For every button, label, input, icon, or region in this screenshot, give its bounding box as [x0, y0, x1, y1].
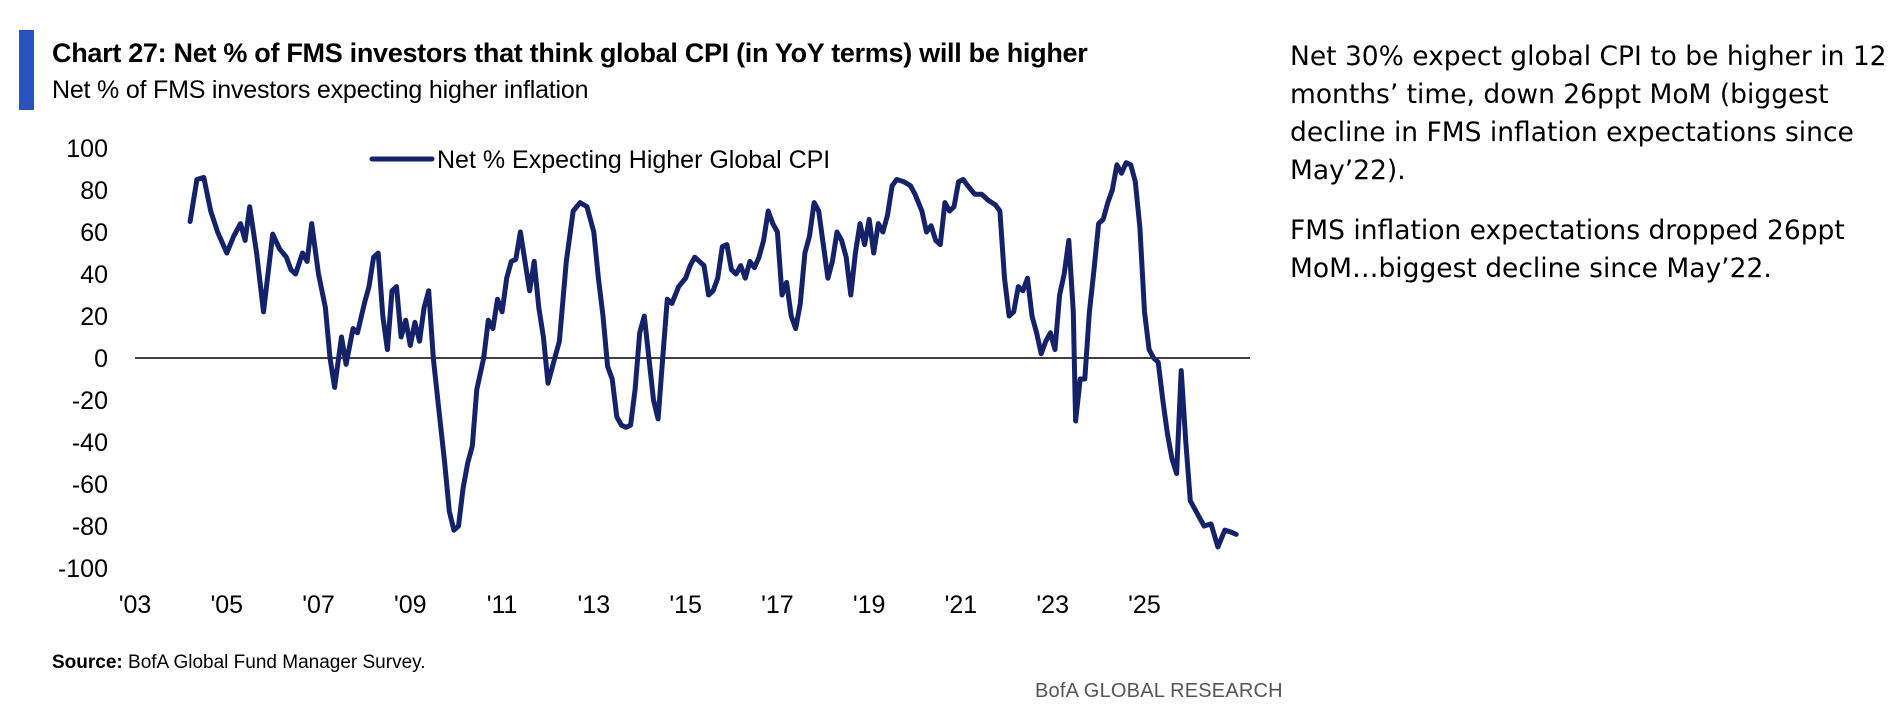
x-tick-label: '21 [945, 591, 978, 619]
x-tick-label: '23 [1036, 591, 1069, 619]
x-tick-label: '13 [578, 591, 611, 619]
series-line-0 [187, 160, 1239, 550]
x-tick-label: '11 [487, 591, 518, 619]
y-tick-label: 60 [80, 219, 108, 247]
x-tick-label: '05 [210, 591, 243, 619]
chart-title: Chart 27: Net % of FMS investors that th… [52, 38, 1088, 68]
source-note: Source: BofA Global Fund Manager Survey. [52, 652, 426, 674]
x-tick-label: '25 [1128, 591, 1161, 619]
y-tick-label: -80 [72, 513, 108, 541]
source-label: Source: [52, 652, 123, 673]
x-tick-label: '19 [853, 591, 886, 619]
y-tick-label: 100 [66, 135, 108, 163]
y-tick-label: -100 [58, 555, 108, 583]
y-tick-label: -40 [72, 429, 108, 457]
x-tick-label: '03 [119, 591, 152, 619]
side-note-1: Net 30% expect global CPI to be higher i… [1290, 41, 1887, 186]
x-tick-label: '15 [669, 591, 702, 619]
y-tick-label: 80 [80, 177, 108, 205]
y-tick-label: 40 [80, 261, 108, 289]
y-tick-label: -20 [72, 387, 108, 415]
chart-subtitle: Net % of FMS investors expecting higher … [52, 76, 589, 104]
y-tick-label: 20 [80, 303, 108, 331]
side-commentary: Net 30% expect global CPI to be higher i… [1290, 38, 1890, 310]
x-tick-label: '07 [302, 591, 335, 619]
accent-bar [19, 30, 34, 110]
side-note-2: FMS inflation expectations dropped 26ppt… [1290, 215, 1845, 284]
x-tick-label: '17 [761, 591, 794, 619]
line-chart: 100 80 60 40 20 0 -20 -40 -60 -80 -100 '03 '05 '07 '09… [58, 135, 1250, 619]
brand-footer: BofA GLOBAL RESEARCH [1035, 680, 1283, 702]
source-text: BofA Global Fund Manager Survey. [122, 652, 426, 673]
y-tick-label: -60 [72, 471, 108, 499]
x-tick-label: '09 [394, 591, 427, 619]
y-tick-label: 0 [94, 345, 108, 373]
legend-label: Net % Expecting Higher Global CPI [437, 146, 830, 174]
